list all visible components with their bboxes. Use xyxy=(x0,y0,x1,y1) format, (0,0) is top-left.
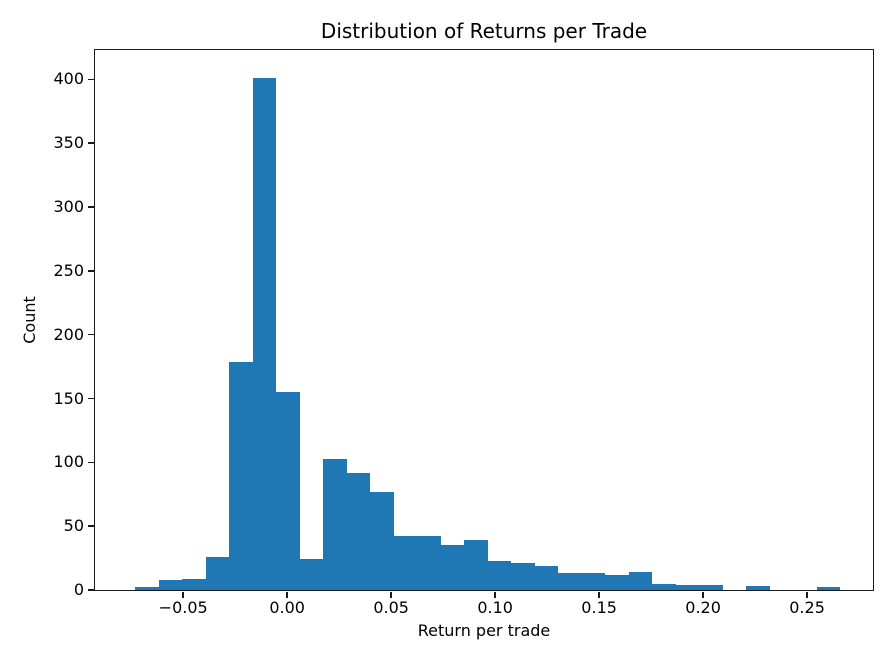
histogram-bar xyxy=(628,572,653,590)
x-tick-mark xyxy=(390,591,392,598)
y-tick-label: 350 xyxy=(53,133,84,153)
histogram-bar xyxy=(487,560,512,590)
histogram-bar xyxy=(205,556,230,590)
y-tick-mark xyxy=(87,525,94,527)
x-tick-label: 0.05 xyxy=(373,598,409,617)
histogram-bar xyxy=(605,574,629,590)
plot-area xyxy=(94,49,874,591)
x-tick-mark xyxy=(286,591,288,598)
histogram-bar xyxy=(182,578,206,590)
y-tick-label: 300 xyxy=(53,197,84,217)
histogram-bar xyxy=(558,573,582,590)
histogram-bar xyxy=(252,78,277,590)
histogram-bar xyxy=(417,536,441,590)
histogram-bar xyxy=(746,586,770,590)
histogram-bar xyxy=(581,573,606,590)
x-tick-label: 0.25 xyxy=(789,598,825,617)
histogram-bar xyxy=(229,361,253,590)
x-axis-label: Return per trade xyxy=(417,621,551,640)
histogram-bar xyxy=(464,540,488,590)
x-tick-label: 0.15 xyxy=(581,598,617,617)
histogram-bar xyxy=(652,583,676,590)
histogram-bar xyxy=(675,584,700,590)
y-tick-label: 400 xyxy=(53,69,84,89)
histogram-bar xyxy=(276,392,300,590)
chart-title: Distribution of Returns per Trade xyxy=(320,19,648,43)
histogram-bar xyxy=(370,491,394,590)
histogram-bar xyxy=(323,458,347,590)
x-tick-label: 0.20 xyxy=(685,598,721,617)
y-tick-mark xyxy=(87,461,94,464)
y-tick-mark xyxy=(87,142,94,144)
y-tick-label: 100 xyxy=(53,452,84,472)
histogram-bar xyxy=(393,536,418,590)
histogram-bar xyxy=(534,565,559,590)
x-tick-label: −0.05 xyxy=(158,598,208,617)
histogram-bar xyxy=(135,587,159,590)
histogram-bar xyxy=(158,579,183,590)
x-tick-label: 0.00 xyxy=(269,598,305,617)
y-tick-mark xyxy=(87,333,94,336)
histogram-bar xyxy=(440,545,465,590)
x-tick-mark xyxy=(598,591,600,598)
y-tick-label: 150 xyxy=(53,388,84,408)
x-tick-mark xyxy=(182,591,184,598)
y-tick-label: 50 xyxy=(63,516,84,536)
y-tick-label: 200 xyxy=(53,324,84,344)
y-tick-mark xyxy=(87,589,94,591)
histogram-bar xyxy=(699,584,723,590)
histogram-bar xyxy=(346,472,371,590)
y-tick-mark xyxy=(87,78,94,81)
y-axis-label: Count xyxy=(20,296,39,344)
x-tick-label: 0.10 xyxy=(477,598,513,617)
y-tick-label: 0 xyxy=(73,580,84,599)
y-tick-mark xyxy=(87,206,94,208)
y-tick-mark xyxy=(87,270,94,272)
histogram-bar xyxy=(816,587,841,590)
histogram-bar xyxy=(511,563,535,590)
y-tick-label: 250 xyxy=(53,260,84,280)
x-tick-mark xyxy=(702,591,704,598)
x-tick-mark xyxy=(494,591,496,598)
histogram-bar xyxy=(299,559,324,590)
y-tick-mark xyxy=(87,397,94,400)
x-tick-mark xyxy=(806,591,808,598)
